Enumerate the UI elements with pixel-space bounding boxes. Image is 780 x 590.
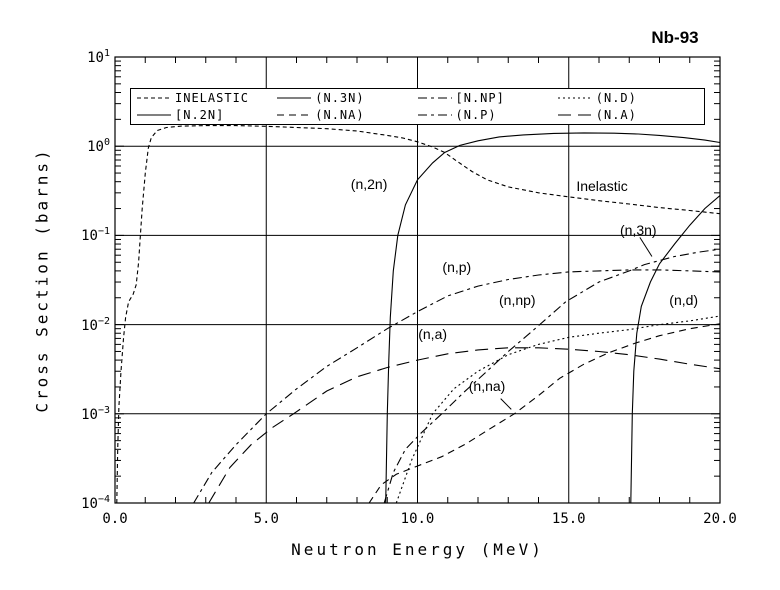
legend-entry: (N.3N) xyxy=(277,91,417,105)
curve-inelastic xyxy=(116,125,720,503)
curve-annotation: (n,d) xyxy=(669,291,699,308)
curve-na xyxy=(208,347,720,503)
legend-entry-label: INELASTIC xyxy=(175,90,250,105)
curve-nnp xyxy=(383,248,720,503)
legend-entry: INELASTIC xyxy=(137,91,277,105)
legend-sample-line xyxy=(137,97,171,99)
y-tick-label: 10−4 xyxy=(81,494,110,512)
x-tick-label: 20.0 xyxy=(703,511,737,527)
legend-sample-line xyxy=(557,114,592,116)
legend-entry: (N.A) xyxy=(557,108,698,123)
legend-entry-label: (N.3N) xyxy=(315,90,365,105)
legend-sample-line xyxy=(417,114,452,116)
curve-annotation: (n,p) xyxy=(442,259,472,276)
curve-n3n xyxy=(630,195,720,503)
y-tick-label: 10−1 xyxy=(81,226,110,245)
y-axis-label: Cross Section (barns) xyxy=(32,147,52,413)
legend-sample-line xyxy=(277,97,312,99)
curve-annotation: (n,2n) xyxy=(350,175,388,192)
legend-entry: (N.NA) xyxy=(277,108,417,122)
legend-entry: (N.D) xyxy=(557,90,698,105)
x-tick-label: 15.0 xyxy=(551,511,586,527)
curve-annotation: Inelastic xyxy=(576,177,628,194)
legend-entry-label: [N.NP] xyxy=(455,90,505,105)
chart-title: Nb-93 xyxy=(651,28,699,47)
curve-nd xyxy=(395,315,720,503)
legend-entry-label: (N.A) xyxy=(595,108,637,123)
legend-entry-label: (N.P) xyxy=(455,108,497,123)
legend-entry: (N.P) xyxy=(417,108,558,123)
y-tick-label: 100 xyxy=(87,137,110,156)
x-tick-label: 10.0 xyxy=(400,511,435,527)
legend-entry: [N.NP] xyxy=(417,90,558,105)
curve-annotation: (n,np) xyxy=(499,291,536,308)
curve-annotation: (n,3n) xyxy=(620,221,657,238)
legend-entry-label: (N.D) xyxy=(595,90,637,105)
curve-annotation: (n,na) xyxy=(468,377,506,394)
annotation-leader xyxy=(639,237,653,257)
y-tick-label: 101 xyxy=(87,48,110,66)
legend-sample-line xyxy=(417,97,452,99)
legend-entry-label: [N.2N] xyxy=(175,108,225,123)
legend-sample-line xyxy=(137,114,171,116)
annotation-leader xyxy=(500,398,512,410)
legend-box: INELASTIC (N.3N) [N.NP] (N.D) [N.2N] (N.NA) (N… xyxy=(130,88,705,125)
x-tick-label: 0.0 xyxy=(102,511,128,527)
x-tick-label: 5.0 xyxy=(253,511,279,527)
legend-entry-label: (N.NA) xyxy=(315,108,365,123)
curve-np xyxy=(193,269,720,503)
curve-n2n xyxy=(385,132,720,503)
legend-sample-line xyxy=(277,114,312,116)
curve-annotation: (n,a) xyxy=(418,325,448,342)
y-tick-label: 10−2 xyxy=(81,315,110,334)
curve-nna xyxy=(368,323,720,503)
legend-sample-line xyxy=(557,97,592,99)
x-axis-label: Neutron Energy (MeV) xyxy=(291,540,544,559)
legend-entry: [N.2N] xyxy=(137,108,277,122)
y-tick-label: 10−3 xyxy=(81,404,110,423)
